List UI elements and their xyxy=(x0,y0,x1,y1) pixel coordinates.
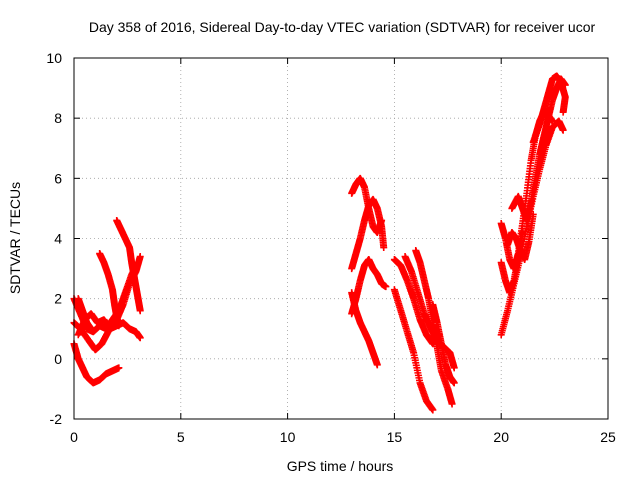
data-point xyxy=(115,364,123,372)
x-tick-label: 15 xyxy=(387,429,403,445)
data-point xyxy=(136,253,144,261)
x-tick-label: 25 xyxy=(600,429,616,445)
y-tick-label: 8 xyxy=(54,110,62,126)
y-tick-label: 10 xyxy=(46,50,62,66)
series-arc-20 xyxy=(508,75,569,224)
series-arc-9 xyxy=(348,195,388,273)
data-point xyxy=(559,126,567,134)
data-point xyxy=(529,210,537,218)
series-arc-10 xyxy=(348,256,390,318)
plot-frame xyxy=(73,57,609,420)
x-axis-label: GPS time / hours xyxy=(287,458,394,474)
grid-lines xyxy=(74,58,608,419)
y-axis-label: SDTVAR / TECUs xyxy=(7,182,23,294)
series-arc-6 xyxy=(113,216,144,315)
series-arc-16 xyxy=(429,301,458,387)
data-point xyxy=(429,406,437,414)
data-points xyxy=(70,72,569,414)
data-point xyxy=(382,283,390,291)
data-point xyxy=(136,334,144,342)
data-point xyxy=(115,322,123,330)
x-tick-label: 20 xyxy=(493,429,509,445)
data-point xyxy=(450,364,458,372)
data-point xyxy=(87,325,95,333)
x-tick-label: 10 xyxy=(280,429,296,445)
series-arc-13 xyxy=(390,286,437,414)
axis-ticks: 0 5 10 15 20 25 -2 0 2 4 6 8 10 xyxy=(46,50,616,445)
chart-title: Day 358 of 2016, Sidereal Day-to-day VTE… xyxy=(89,19,596,35)
y-tick-label: -2 xyxy=(50,411,63,427)
data-point xyxy=(448,400,456,408)
series-arc-7 xyxy=(74,295,95,333)
series-arc-2 xyxy=(70,340,123,387)
data-point xyxy=(450,379,458,387)
data-point xyxy=(373,361,381,369)
x-tick-label: 5 xyxy=(177,429,185,445)
x-tick-label: 0 xyxy=(70,429,78,445)
data-point xyxy=(136,307,144,315)
series-arc-11 xyxy=(348,289,381,369)
y-tick-label: 6 xyxy=(54,170,62,186)
data-point xyxy=(519,228,527,236)
data-point xyxy=(559,108,567,116)
series-arc-21 xyxy=(529,72,569,146)
series-arc-22 xyxy=(504,210,537,264)
y-tick-label: 0 xyxy=(54,351,62,367)
data-point xyxy=(380,244,388,252)
series-arc-5 xyxy=(96,250,123,330)
y-tick-label: 2 xyxy=(54,291,62,307)
y-tick-label: 4 xyxy=(54,231,62,247)
